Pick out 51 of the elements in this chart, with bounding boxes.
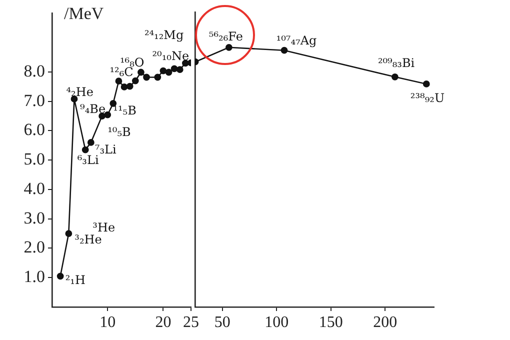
y-tick-label: 8.0 <box>24 61 45 80</box>
y-tick-label: 3.0 <box>24 208 45 228</box>
y-tick-label: 4.0 <box>24 178 45 198</box>
annotation: ⁵⁶₂₆Fe <box>208 29 243 44</box>
point <box>98 112 106 120</box>
point <box>176 66 184 74</box>
y-axis-title: /MeV <box>64 4 104 24</box>
annotation: ²⁴₁₂Mg <box>144 28 184 42</box>
x-tick-label: 25 <box>183 314 199 331</box>
annotation: ²³⁸₉₂U <box>410 90 445 105</box>
point <box>82 146 89 154</box>
annotation: ¹⁰₅B <box>108 124 132 139</box>
annotation: ²⁰₁₀Ne <box>152 48 190 63</box>
point <box>126 82 134 90</box>
annotation: ¹¹₅B <box>113 103 137 118</box>
point <box>115 78 122 85</box>
x-tick-label: 50 <box>214 314 230 331</box>
x-tick-label: 150 <box>318 314 343 331</box>
y-tick-label: 6.0 <box>24 120 45 140</box>
point <box>165 68 172 76</box>
annotation: ⁹₄Be <box>80 102 106 116</box>
y-tick-label: 7.0 <box>24 90 45 110</box>
y-tick-label: 2.0 <box>24 238 45 257</box>
point <box>154 74 162 81</box>
annotation: ³₂He <box>74 232 102 247</box>
x-tick-label: 200 <box>373 314 398 331</box>
annotation: ³He <box>92 220 116 235</box>
point <box>87 139 94 146</box>
y-tick-label: 5.0 <box>24 150 45 169</box>
point <box>120 83 128 90</box>
point <box>56 272 64 280</box>
point <box>110 100 117 107</box>
annotation: ²⁰⁹₈₃Bi <box>378 56 415 70</box>
point <box>170 65 178 72</box>
y-tick-label: 1.0 <box>24 267 45 286</box>
point <box>132 77 139 84</box>
x-tick-label: 20 <box>155 314 172 331</box>
point <box>104 111 112 118</box>
x-tick-label: 10 <box>100 314 116 331</box>
annotation: ⁴₂He <box>66 84 94 99</box>
point <box>143 74 150 81</box>
point <box>160 67 167 74</box>
point <box>391 73 398 80</box>
point <box>138 68 144 76</box>
point <box>225 44 232 51</box>
annotation: ²₁H <box>65 273 86 288</box>
annotation: ¹²₆C <box>110 65 134 80</box>
x-tick-label: 100 <box>264 314 289 331</box>
annotation: ¹⁰⁷₄₇Ag <box>276 33 317 48</box>
point <box>65 230 72 237</box>
point <box>422 80 430 88</box>
